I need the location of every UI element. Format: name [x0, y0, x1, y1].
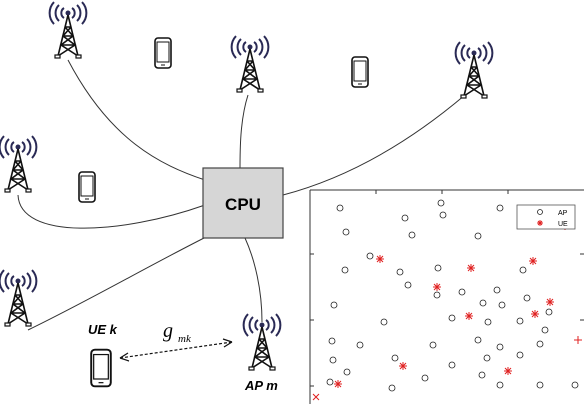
- ap-tower: [48, 1, 88, 59]
- legend-ap-marker: [537, 209, 543, 215]
- cpu-box: [202, 167, 284, 239]
- ap-tower: [230, 35, 270, 93]
- ap-label: AP m: [244, 378, 278, 393]
- ue-phone: [90, 348, 112, 388]
- ue-phone: [154, 37, 172, 69]
- inset-frame: [309, 189, 584, 404]
- channel-subscript: mk: [178, 333, 192, 345]
- ap-tower: [454, 41, 494, 99]
- ap-tower: [242, 313, 282, 371]
- inset-legend: [516, 204, 576, 230]
- arrow-heads: [119, 338, 233, 362]
- inset-plot: AP UE: [309, 189, 584, 404]
- links: [17, 59, 466, 331]
- channel-symbol: g: [163, 320, 173, 342]
- legend-label: AP: [558, 210, 568, 217]
- channel-arrow: [119, 341, 233, 359]
- cpu-label: CPU: [225, 195, 261, 214]
- ue-points: [312, 224, 582, 401]
- legend-label: UE: [558, 221, 568, 228]
- ue-phone: [78, 171, 96, 203]
- ap-tower: [0, 269, 38, 327]
- legend-ue-marker: [537, 220, 543, 226]
- inset-ticks: [310, 190, 584, 387]
- ue-label: UE k: [88, 322, 118, 337]
- ue-phone: [351, 56, 369, 88]
- ap-points: [326, 199, 579, 392]
- ap-tower: [0, 135, 38, 193]
